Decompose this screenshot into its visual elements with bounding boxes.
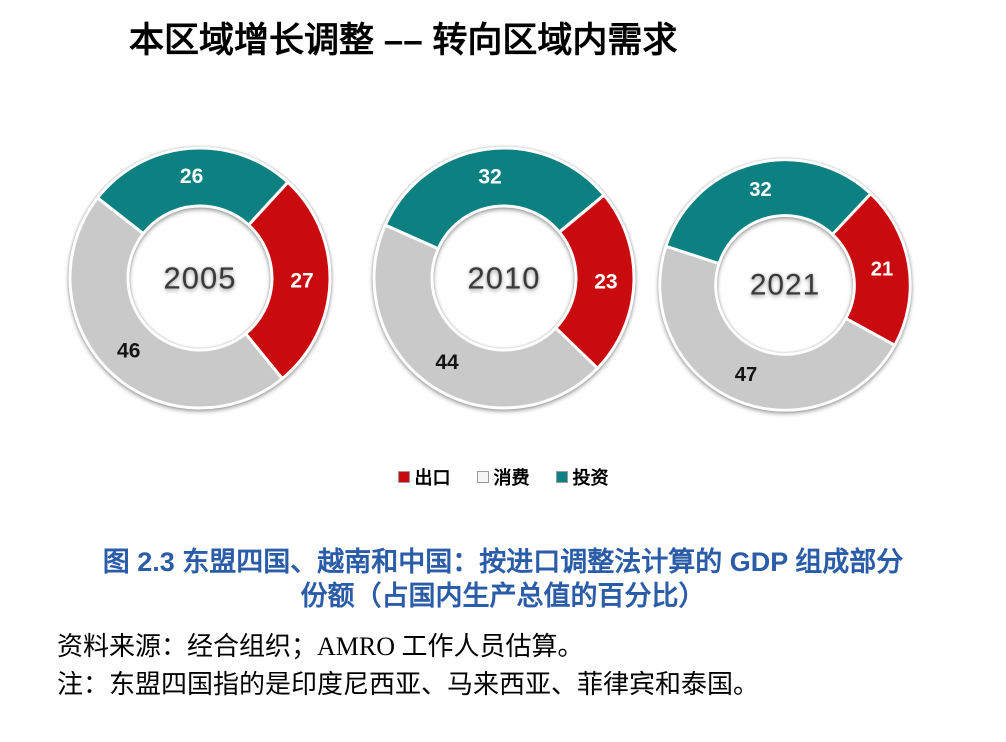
source-note: 资料来源：经合组织；AMRO 工作人员估算。	[57, 632, 584, 661]
figure-caption-line2: 份额（占国内生产总值的百分比）	[300, 581, 706, 611]
donut-2005-value-consumption: 46	[117, 339, 140, 362]
donut-2021-year-label: 2021	[750, 269, 820, 302]
notes: 资料来源：经合组织；AMRO 工作人员估算。 注：东盟四国指的是印度尼西亚、马来…	[57, 628, 759, 704]
chart-title: 本区域增长调整 –– 转向区域内需求	[129, 21, 678, 60]
figure-caption-line1: 图 2.3 东盟四国、越南和中国：按进口调整法计算的 GDP 组成部分	[102, 547, 904, 577]
legend-label-consumption: 消费	[493, 468, 530, 488]
donut-2005-segment-investment	[96, 146, 290, 236]
donut-2010-segment-investment	[383, 146, 606, 251]
donut-2021-segment-consumption	[658, 244, 897, 412]
donut-2021-value-consumption: 47	[735, 364, 758, 386]
legend-label-exports: 出口	[414, 468, 451, 488]
footnote: 注：东盟四国指的是印度尼西亚、马来西亚、菲律宾和泰国。	[57, 670, 760, 699]
donut-chart-2005: 26 27 46 2005	[64, 142, 336, 414]
donut-2005-segment-consumption	[68, 196, 284, 410]
legend-item-consumption: 消费	[476, 464, 530, 490]
legend-item-investment: 投资	[555, 464, 609, 490]
donut-2005-segment-exports	[244, 180, 332, 381]
donut-2010-value-consumption: 44	[435, 351, 459, 374]
donut-svg-2010: 32 23 44 2010	[372, 146, 636, 410]
donut-svg-2021: 32 21 47 2021	[658, 158, 912, 412]
donut-2010-segment-exports	[554, 193, 636, 370]
donut-2010-value-investment: 32	[478, 165, 501, 188]
donut-2021-segment-investment	[664, 158, 873, 266]
legend-label-investment: 投资	[572, 468, 609, 488]
donut-2010-year-label: 2010	[468, 261, 541, 296]
legend-swatch-consumption-icon	[476, 471, 489, 483]
donut-svg-2005: 26 27 46 2005	[68, 146, 332, 410]
donut-2005-year-label: 2005	[164, 261, 237, 296]
chart-legend: 出口 消费 投资	[0, 464, 1006, 490]
donut-2021-value-exports: 21	[871, 259, 894, 281]
legend-item-exports: 出口	[397, 464, 451, 490]
donut-2021-value-investment: 32	[749, 179, 772, 201]
legend-swatch-investment-icon	[555, 471, 568, 483]
donut-chart-2021: 32 21 47 2021	[654, 154, 916, 416]
donut-chart-2010: 32 23 44 2010	[368, 142, 640, 414]
donut-2005-value-exports: 27	[290, 269, 313, 292]
donut-2005-value-investment: 26	[180, 165, 203, 188]
donut-2010-segment-consumption	[372, 223, 600, 410]
donut-2010-value-exports: 23	[594, 270, 617, 293]
legend-swatch-exports-icon	[397, 471, 410, 483]
figure-caption: 图 2.3 东盟四国、越南和中国：按进口调整法计算的 GDP 组成部分 份额（占…	[0, 545, 1006, 613]
